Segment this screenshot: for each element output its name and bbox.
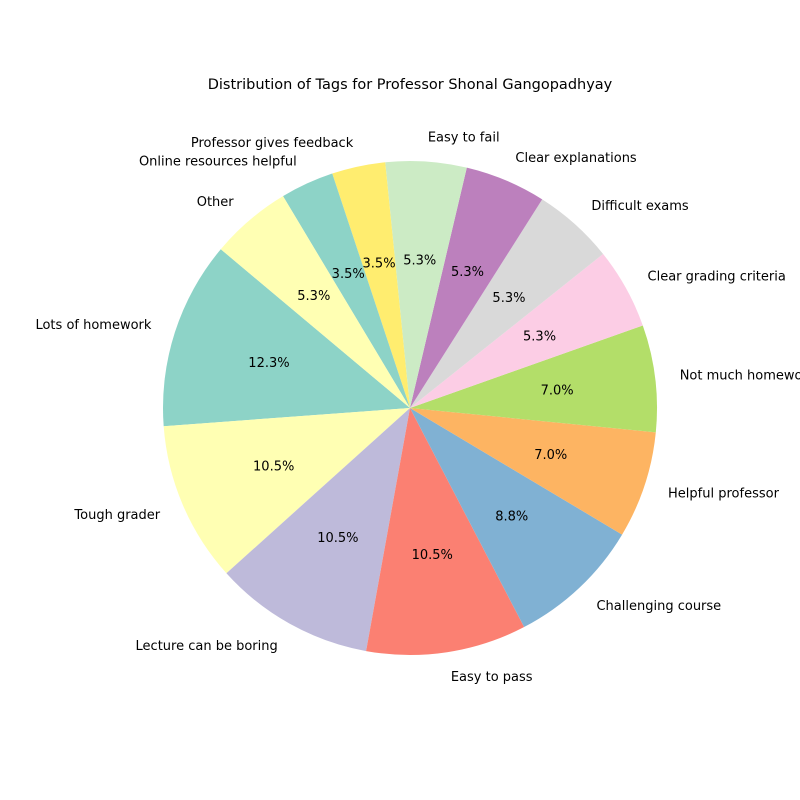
slice-label-clear-grading-criteria: Clear grading criteria xyxy=(648,270,786,285)
slice-percent-challenging-course: 8.8% xyxy=(495,509,528,524)
slice-label-lots-of-homework: Lots of homework xyxy=(35,318,151,333)
pie-slice-other xyxy=(220,196,410,408)
slice-label-not-much-homework: Not much homework xyxy=(680,369,800,384)
slice-percent-difficult-exams: 5.3% xyxy=(492,291,525,306)
slice-label-professor-gives-feedback: Professor gives feedback xyxy=(191,136,354,151)
pie-slice-not-much-homework xyxy=(410,325,658,433)
pie-slice-helpful-professor xyxy=(410,408,656,535)
slice-label-online-resources-helpful: Online resources helpful xyxy=(139,155,297,170)
slice-label-clear-explanations: Clear explanations xyxy=(515,151,637,166)
pie-slice-professor-gives-feedback xyxy=(332,162,410,408)
pie-slices xyxy=(163,161,658,656)
slice-percent-easy-to-pass: 10.5% xyxy=(412,548,453,563)
slice-label-easy-to-pass: Easy to pass xyxy=(451,670,533,685)
slice-percent-tough-grader: 10.5% xyxy=(253,460,294,475)
slice-label-helpful-professor: Helpful professor xyxy=(668,487,780,502)
pie-slice-difficult-exams xyxy=(410,199,604,408)
chart-title: Distribution of Tags for Professor Shona… xyxy=(208,77,613,93)
slice-label-challenging-course: Challenging course xyxy=(596,599,721,614)
slice-label-easy-to-fail: Easy to fail xyxy=(428,130,500,145)
pie-slice-lecture-can-be-boring xyxy=(226,408,410,652)
pie-slice-online-resources-helpful xyxy=(283,173,410,408)
slice-percent-helpful-professor: 7.0% xyxy=(534,448,567,463)
pie-slice-easy-to-fail xyxy=(385,161,467,408)
slice-percent-not-much-homework: 7.0% xyxy=(541,384,574,399)
slice-label-difficult-exams: Difficult exams xyxy=(591,199,689,214)
pie-slice-lots-of-homework xyxy=(163,249,410,427)
pie-slice-clear-explanations xyxy=(410,167,543,408)
pie-labels: Lots of homework 12.3% Tough grader 10.5% Le… xyxy=(35,130,800,685)
pie-slice-challenging-course xyxy=(410,408,623,628)
slice-label-lecture-can-be-boring: Lecture can be boring xyxy=(136,639,278,654)
slice-percent-online-resources-helpful: 3.5% xyxy=(332,267,365,282)
slice-percent-lecture-can-be-boring: 10.5% xyxy=(317,531,358,546)
pie-slice-clear-grading-criteria xyxy=(410,253,643,408)
slice-percent-professor-gives-feedback: 3.5% xyxy=(363,257,396,272)
slice-percent-other: 5.3% xyxy=(297,289,330,304)
pie-slice-tough-grader xyxy=(163,408,410,574)
slice-label-other: Other xyxy=(197,195,235,210)
slice-percent-easy-to-fail: 5.3% xyxy=(403,254,436,269)
slice-percent-clear-grading-criteria: 5.3% xyxy=(523,330,556,345)
slice-label-tough-grader: Tough grader xyxy=(73,508,160,523)
slice-percent-lots-of-homework: 12.3% xyxy=(248,356,289,371)
pie-slice-easy-to-pass xyxy=(366,408,525,656)
slice-percent-clear-explanations: 5.3% xyxy=(451,265,484,280)
